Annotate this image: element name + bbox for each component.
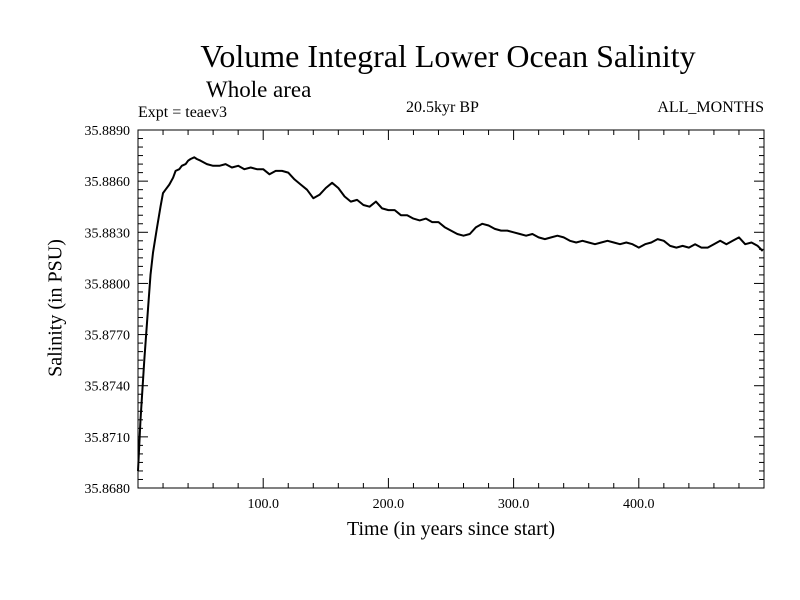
experiment-label: Expt = teaev3 bbox=[138, 104, 227, 121]
x-tick-label: 400.0 bbox=[623, 497, 655, 512]
chart-subtitle: Whole area bbox=[206, 77, 312, 102]
months-label: ALL_MONTHS bbox=[657, 99, 764, 116]
y-tick-label: 35.8890 bbox=[85, 124, 131, 139]
axis-ticks bbox=[138, 130, 764, 488]
x-axis-label: Time (in years since start) bbox=[346, 518, 556, 540]
y-tick-label: 35.8800 bbox=[85, 277, 131, 292]
chart-title: Volume Integral Lower Ocean Salinity bbox=[200, 38, 696, 74]
y-tick-label: 35.8710 bbox=[85, 431, 131, 446]
x-tick-label: 300.0 bbox=[498, 497, 530, 512]
y-tick-label: 35.8680 bbox=[85, 482, 131, 497]
salinity-series-line bbox=[137, 156, 764, 472]
tick-labels: 100.0 200.0 300.0 400.0 35.8680 35.8710 35.874… bbox=[85, 124, 655, 512]
x-tick-label: 200.0 bbox=[373, 497, 405, 512]
plot-frame bbox=[137, 129, 765, 489]
y-tick-label: 35.8830 bbox=[85, 226, 131, 241]
x-tick-label: 100.0 bbox=[247, 497, 279, 512]
period-label: 20.5kyr BP bbox=[406, 99, 479, 116]
y-tick-label: 35.8770 bbox=[85, 329, 131, 344]
y-tick-label: 35.8860 bbox=[85, 175, 131, 190]
y-tick-label: 35.8740 bbox=[85, 380, 131, 395]
